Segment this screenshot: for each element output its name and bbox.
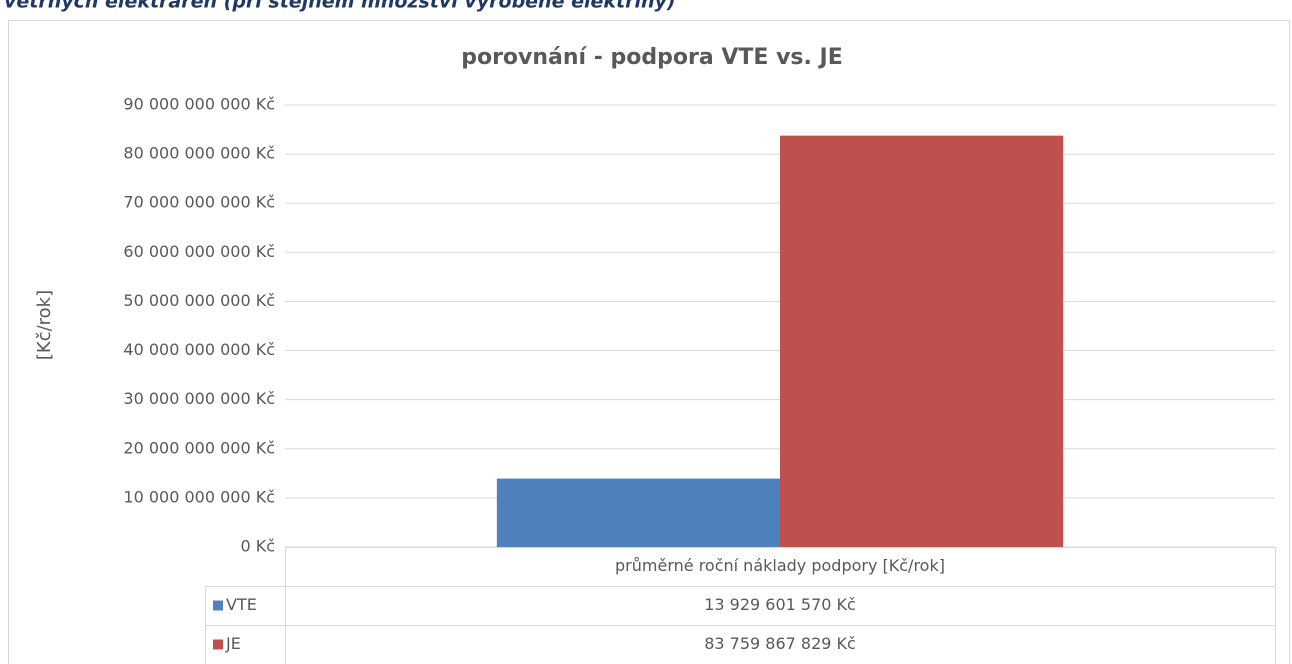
y-axis-label: [Kč/rok]	[34, 290, 55, 360]
y-tick-label: 10 000 000 000 Kč	[123, 487, 275, 506]
y-tick-label: 60 000 000 000 Kč	[123, 242, 275, 261]
bar	[780, 135, 1064, 547]
category-label: průměrné roční náklady podpory [Kč/rok]	[615, 556, 945, 575]
legend-key	[213, 639, 223, 650]
y-tick-label: 90 000 000 000 Kč	[123, 95, 275, 114]
y-tick-label: 30 000 000 000 Kč	[123, 389, 275, 408]
table-value: 83 759 867 829 Kč	[704, 634, 856, 653]
table-value: 13 929 601 570 Kč	[704, 595, 856, 614]
y-tick-label: 70 000 000 000 Kč	[123, 193, 275, 212]
caption: větrných elektráren (při stejném množstv…	[4, 0, 676, 13]
legend-label: JE	[225, 634, 241, 653]
y-tick-label: 80 000 000 000 Kč	[123, 144, 275, 163]
bar	[496, 478, 780, 547]
legend-key	[213, 600, 223, 611]
y-tick-label: 50 000 000 000 Kč	[123, 291, 275, 310]
chart-title: porovnání - podpora VTE vs. JE	[461, 45, 843, 70]
legend-label: VTE	[226, 595, 257, 614]
chart-frame	[8, 20, 1290, 664]
y-tick-label: 40 000 000 000 Kč	[123, 340, 275, 359]
y-tick-label: 0 Kč	[240, 537, 275, 556]
y-tick-label: 20 000 000 000 Kč	[123, 438, 275, 457]
